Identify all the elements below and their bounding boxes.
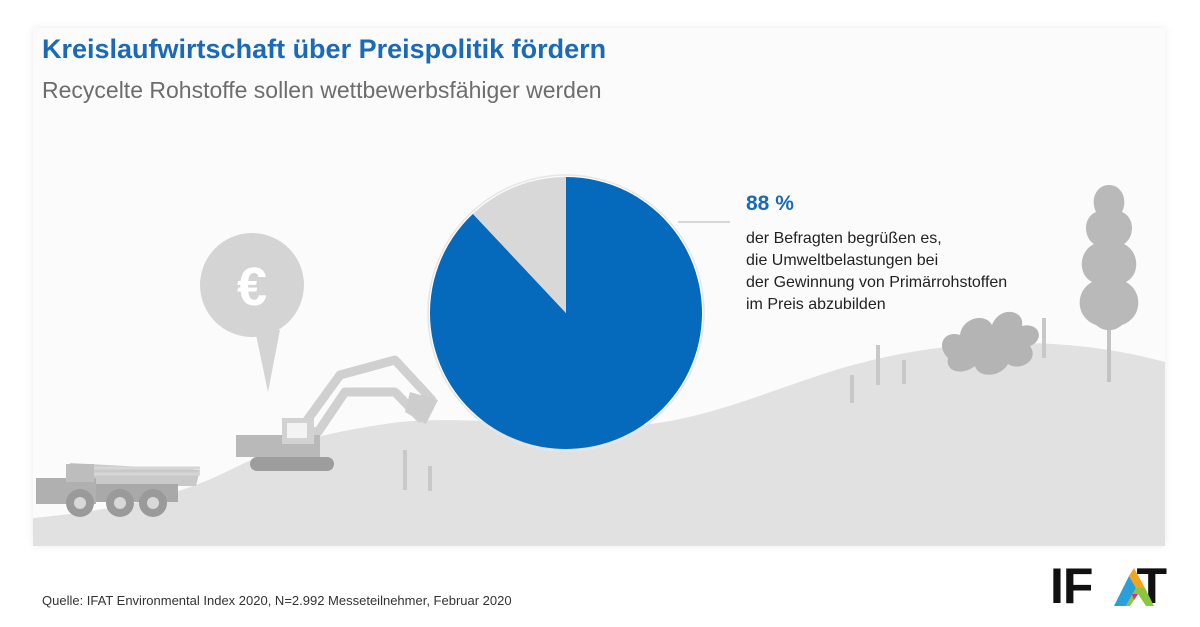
tree-icon xyxy=(1079,185,1139,382)
poles xyxy=(403,318,1046,491)
pie-chart xyxy=(429,177,702,449)
annotation-line-1: der Befragten begrüßen es, xyxy=(746,230,942,247)
source-note: Quelle: IFAT Environmental Index 2020, N… xyxy=(42,593,512,608)
pie-slice-2 xyxy=(472,177,566,313)
pie-slice-1 xyxy=(429,177,702,449)
annotation-text: der Befragten begrüßen es, die Umweltbel… xyxy=(746,228,1007,316)
pie-outer-ring xyxy=(427,174,705,452)
excavator-icon xyxy=(236,355,438,471)
ifat-logo: IF T xyxy=(1050,558,1167,614)
chart-subtitle: Recycelte Rohstoffe sollen wettbewerbsfä… xyxy=(42,77,602,103)
oak-leaf-icon xyxy=(941,311,1039,375)
euro-symbol: € xyxy=(237,257,267,317)
percentage-label: 88 % xyxy=(746,192,794,215)
annotation-line-2: die Umweltbelastungen bei xyxy=(746,252,939,269)
chart-title: Kreislaufwirtschaft über Preispolitik fö… xyxy=(42,34,607,64)
colorful-triangle-a-icon xyxy=(1114,568,1154,606)
dump-truck-icon xyxy=(36,463,200,517)
annotation-line-4: im Preis abzubilden xyxy=(746,296,886,313)
annotation-line-3: der Gewinnung von Primärrohstoffen xyxy=(746,274,1008,291)
euro-bubble: € xyxy=(200,233,304,392)
